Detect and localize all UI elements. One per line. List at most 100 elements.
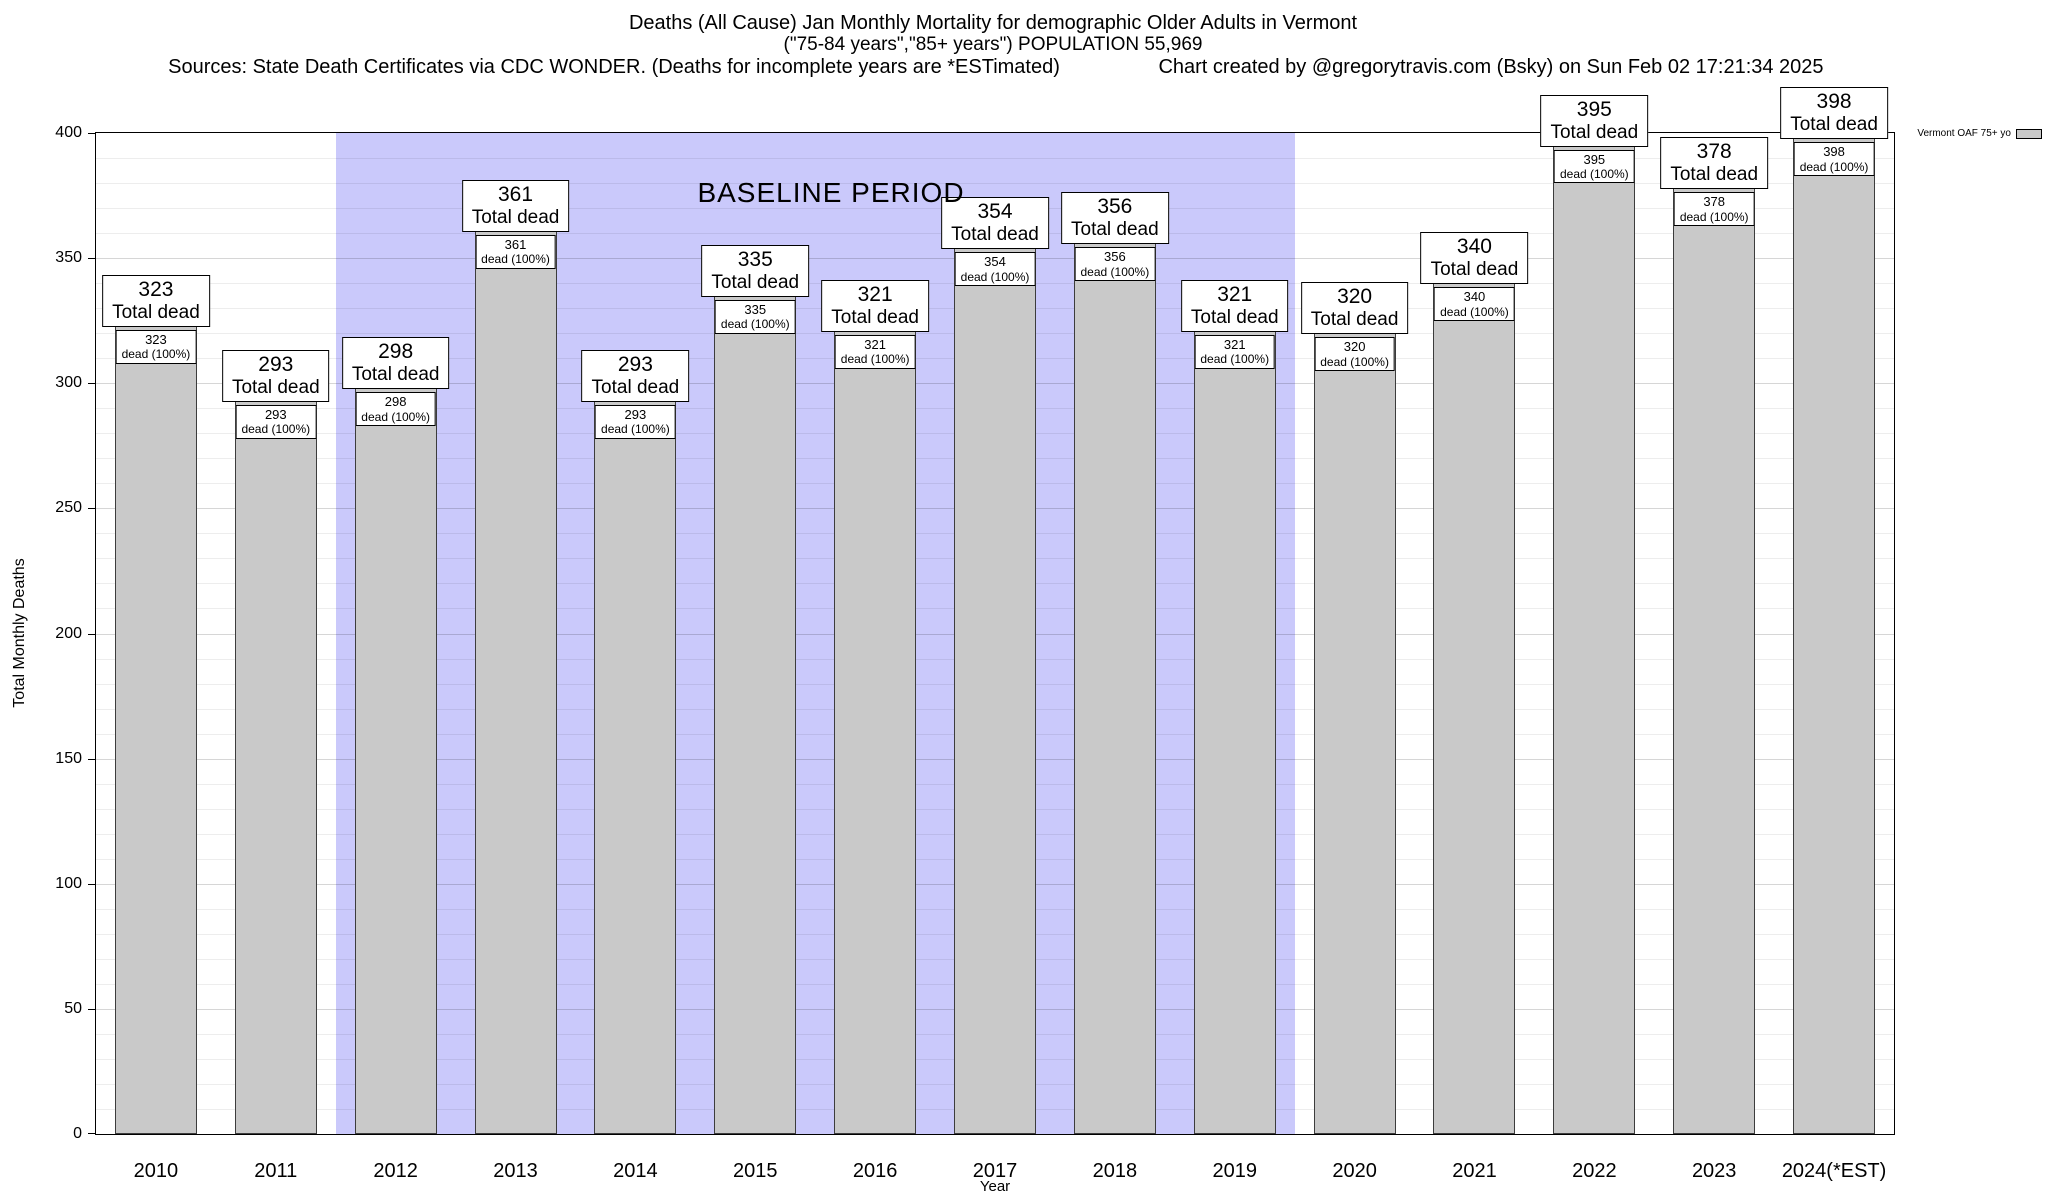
bar-inner-value: 335 [744, 301, 767, 317]
y-tick-label: 400 [55, 124, 82, 141]
bar-total-suffix: Total dead [1310, 309, 1399, 331]
x-tick-label: 2020 [1332, 1160, 1377, 1182]
bar-inner-label: 323 dead (100%) [115, 329, 197, 364]
bar [234, 400, 317, 1134]
bar-total-label: 320 Total dead [1300, 282, 1409, 335]
bar [1313, 333, 1396, 1134]
gridline [96, 183, 1894, 185]
bar-inner-value: 378 [1703, 194, 1726, 210]
bar-total-suffix: Total dead [591, 376, 680, 398]
bar [954, 248, 1036, 1134]
plot-area: BASELINE PERIOD 0 50 100 150 200 250 300 350 400… [55, 87, 1895, 1182]
bar [834, 330, 917, 1134]
y-tick-label: 100 [55, 874, 82, 892]
bar-inner-label: 298 dead (100%) [355, 392, 437, 427]
y-tick-label: 300 [55, 374, 82, 392]
y-tick-mark [88, 758, 96, 760]
bar-total-label: 321 Total dead [1180, 279, 1289, 332]
bar-total-suffix: Total dead [1790, 114, 1878, 136]
bar-total-label: 395 Total dead [1540, 94, 1649, 147]
credit-note: Chart created by @gregorytravis.com (Bsk… [1158, 56, 1824, 78]
bar-total-value: 340 [1456, 235, 1492, 259]
bar-total-value: 378 [1696, 140, 1732, 164]
bar-inner-value: 398 [1823, 144, 1845, 159]
baseline-label: BASELINE PERIOD [697, 177, 965, 208]
bar-total-value: 298 [378, 340, 414, 364]
bar-total-value: 293 [258, 352, 294, 376]
bar-inner-suffix: dead (100%) [601, 422, 670, 437]
x-tick-label: 2022 [1572, 1160, 1617, 1182]
bar-total-label: 323 Total dead [102, 274, 210, 327]
y-tick-mark [88, 383, 96, 385]
bar-total-suffix: Total dead [231, 376, 320, 398]
bar-inner-suffix: dead (100%) [1080, 264, 1150, 279]
bar-total-value: 398 [1816, 90, 1852, 114]
bar-total-suffix: Total dead [1430, 259, 1519, 281]
bar [1553, 145, 1636, 1134]
bar-inner-suffix: dead (100%) [361, 409, 431, 424]
bar-inner-suffix: dead (100%) [1679, 209, 1749, 224]
bar-total-suffix: Total dead [471, 206, 560, 228]
bar-total-label: 321 Total dead [821, 279, 929, 332]
bar-total-label: 298 Total dead [341, 337, 450, 390]
bar-inner-value: 320 [1343, 339, 1366, 355]
bar-total-label: 378 Total dead [1660, 137, 1769, 190]
bar-inner-suffix: dead (100%) [1559, 167, 1629, 182]
y-tick-label: 50 [64, 999, 82, 1017]
x-tick-label: 2019 [1212, 1160, 1257, 1182]
bar [1073, 243, 1156, 1134]
y-tick-label: 350 [55, 249, 82, 267]
bar [1793, 138, 1876, 1134]
bar-total-label: 335 Total dead [701, 244, 810, 297]
x-tick-label: 2013 [493, 1160, 538, 1182]
bar-inner-suffix: dead (100%) [241, 422, 311, 437]
x-tick-label: 2017 [972, 1160, 1018, 1182]
bar-inner-value: 293 [264, 406, 287, 422]
y-tick-mark [88, 508, 96, 510]
x-tick-label: 2010 [133, 1160, 179, 1182]
bar-inner-value: 354 [984, 254, 1006, 270]
bar-total-value: 293 [617, 352, 653, 376]
bar-total-value: 335 [737, 247, 773, 271]
bar-inner-value: 298 [384, 394, 407, 410]
legend-swatch [2016, 128, 2042, 139]
bar-inner-value: 356 [1104, 249, 1126, 265]
bar-inner-label: 378 dead (100%) [1673, 192, 1755, 227]
bar-inner-label: 354 dead (100%) [954, 252, 1036, 287]
x-tick-label: 2021 [1452, 1160, 1497, 1182]
bar [1433, 283, 1516, 1134]
bar-inner-label: 321 dead (100%) [834, 334, 916, 369]
bar-inner-suffix: dead (100%) [1200, 352, 1270, 367]
bar [714, 295, 797, 1134]
bar-total-label: 356 Total dead [1061, 192, 1169, 245]
bar-total-value: 356 [1097, 195, 1133, 219]
bar [594, 400, 677, 1134]
bar-total-suffix: Total dead [951, 224, 1039, 246]
bar-inner-value: 293 [624, 406, 647, 422]
bar-total-value: 323 [138, 277, 174, 301]
y-tick-label: 200 [55, 624, 82, 642]
bar-total-suffix: Total dead [112, 301, 200, 323]
x-tick-label: 2024(*EST) [1781, 1160, 1887, 1182]
bar-total-label: 340 Total dead [1420, 232, 1529, 285]
gridline [96, 158, 1894, 160]
bar-total-label: 293 Total dead [581, 349, 690, 402]
y-tick-mark [88, 633, 96, 635]
bar-inner-label: 340 dead (100%) [1434, 287, 1515, 322]
bar [474, 230, 557, 1134]
bar-total-suffix: Total dead [1071, 219, 1159, 241]
y-tick-mark [88, 1133, 96, 1134]
legend-label: Vermont OAF 75+ yo [1917, 128, 2011, 139]
chart-subtitle: ("75-84 years","85+ years") POPULATION 5… [783, 34, 1203, 55]
legend: Vermont OAF 75+ yo [1917, 128, 2042, 139]
bar [354, 388, 437, 1134]
bar-inner-value: 321 [1223, 336, 1246, 352]
y-tick-label: 150 [55, 749, 82, 767]
bar-inner-label: 293 dead (100%) [595, 404, 676, 439]
bar-inner-value: 323 [145, 331, 167, 347]
bar-inner-label: 356 dead (100%) [1074, 247, 1156, 282]
y-tick-mark [88, 133, 96, 134]
bar-total-value: 395 [1576, 97, 1612, 121]
bar-inner-label: 361 dead (100%) [475, 234, 556, 269]
x-axis-label: Year [979, 1178, 1011, 1195]
